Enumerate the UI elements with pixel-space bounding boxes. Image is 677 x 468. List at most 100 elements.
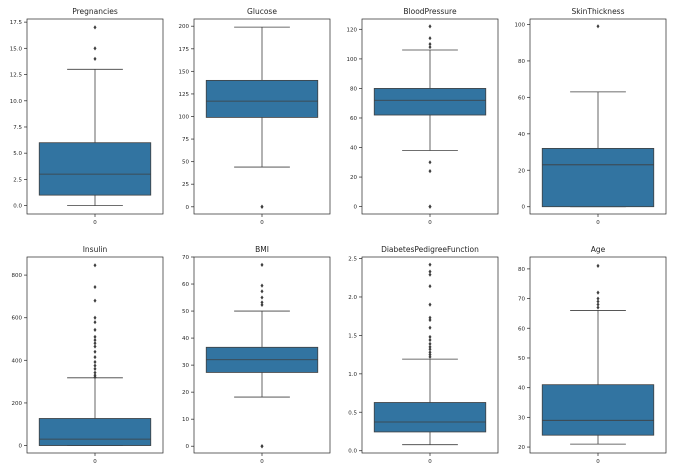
y-tick-label: 40 bbox=[518, 132, 525, 138]
subplot-title: Pregnancies bbox=[72, 7, 118, 16]
outlier-point bbox=[428, 341, 432, 346]
y-tick-label: 70 bbox=[182, 255, 189, 261]
y-tick-label: 60 bbox=[518, 95, 525, 101]
outlier-point bbox=[260, 283, 264, 288]
y-tick-label: 50 bbox=[182, 309, 189, 315]
y-tick-label: 40 bbox=[182, 336, 189, 342]
y-tick-label: 0 bbox=[186, 205, 190, 211]
x-tick-label: 0 bbox=[596, 220, 600, 226]
y-tick-label: 400 bbox=[12, 358, 23, 364]
iqr-box bbox=[541, 384, 655, 436]
y-tick-label: 20 bbox=[518, 445, 525, 451]
outlier-point bbox=[93, 320, 97, 325]
outlier-point bbox=[428, 344, 432, 350]
subplot-6: DiabetesPedigreeFunction 0.0 0.5 1.0 1.5 2.0 2… bbox=[348, 245, 499, 465]
y-tick-label: 100 bbox=[179, 115, 190, 121]
y-tick-label: 1.0 bbox=[348, 372, 357, 378]
y-tick-label: 800 bbox=[12, 273, 23, 279]
outlier-point bbox=[93, 298, 97, 303]
x-tick-label: 0 bbox=[93, 220, 97, 226]
x-tick-label: 0 bbox=[93, 459, 97, 465]
outlier-point bbox=[93, 349, 97, 354]
x-tick-label: 0 bbox=[260, 459, 264, 465]
outlier-point bbox=[596, 290, 600, 295]
outlier-point bbox=[93, 25, 97, 30]
y-tick-label: 75 bbox=[182, 137, 189, 143]
outlier-point bbox=[260, 295, 264, 300]
axes-frame bbox=[193, 18, 331, 215]
y-tick-label: 30 bbox=[518, 415, 525, 421]
subplot-7: Age 20 30 40 50 60 70 80 0 bbox=[518, 245, 667, 465]
outlier-point bbox=[93, 337, 97, 343]
y-tick-label: 80 bbox=[350, 86, 357, 92]
subplot-4: Insulin 0 200 400 600 800 0 bbox=[12, 245, 164, 465]
axes-frame bbox=[193, 256, 331, 454]
subplot-2: BloodPressure 0 20 40 60 80 100 120 0 bbox=[347, 7, 499, 226]
y-tick-label: 50 bbox=[518, 356, 525, 362]
outlier-point bbox=[428, 269, 432, 274]
outlier-point bbox=[428, 272, 432, 277]
y-tick-label: 0.0 bbox=[348, 449, 357, 455]
outlier-point bbox=[596, 299, 600, 304]
y-tick-label: 175 bbox=[179, 47, 190, 53]
outlier-point bbox=[260, 302, 264, 307]
y-tick-label: 125 bbox=[179, 92, 190, 98]
outlier-point bbox=[93, 315, 97, 320]
y-tick-label: 50 bbox=[182, 160, 189, 166]
x-tick-label: 0 bbox=[428, 220, 432, 226]
y-tick-label: 60 bbox=[350, 116, 357, 122]
y-tick-label: 20 bbox=[518, 168, 525, 174]
x-tick-label: 0 bbox=[260, 220, 264, 226]
outlier-point bbox=[596, 24, 600, 29]
outlier-point bbox=[428, 160, 432, 165]
outlier-point bbox=[260, 204, 264, 209]
outlier-point bbox=[428, 302, 432, 307]
outlier-point bbox=[93, 355, 97, 360]
y-tick-label: 60 bbox=[518, 326, 525, 332]
outlier-point bbox=[260, 289, 264, 294]
y-tick-label: 100 bbox=[347, 57, 358, 63]
y-tick-label: 150 bbox=[179, 69, 190, 75]
outlier-point bbox=[596, 296, 600, 301]
outlier-point bbox=[93, 341, 97, 346]
y-tick-label: 60 bbox=[182, 282, 189, 288]
outlier-point bbox=[93, 344, 97, 349]
axes-frame bbox=[361, 18, 499, 215]
y-tick-label: 0 bbox=[354, 205, 358, 211]
y-tick-label: 80 bbox=[518, 267, 525, 273]
outlier-point bbox=[596, 305, 600, 310]
outlier-point bbox=[93, 359, 97, 365]
x-tick-label: 0 bbox=[428, 459, 432, 465]
outlier-point bbox=[428, 169, 432, 174]
outlier-point bbox=[428, 325, 432, 330]
y-tick-label: 2.5 bbox=[13, 177, 22, 183]
y-tick-label: 0.5 bbox=[348, 410, 357, 416]
outlier-point bbox=[428, 352, 432, 357]
y-tick-label: 12.5 bbox=[10, 73, 23, 79]
y-tick-label: 20 bbox=[182, 390, 189, 396]
outlier-point bbox=[428, 315, 432, 320]
axes-frame bbox=[361, 256, 499, 454]
outlier-point bbox=[428, 317, 432, 323]
y-tick-label: 0.0 bbox=[13, 204, 22, 210]
subplot-title: DiabetesPedigreeFunction bbox=[381, 245, 479, 254]
axes-frame bbox=[26, 256, 164, 454]
subplot-title: Insulin bbox=[83, 245, 108, 254]
outlier-point bbox=[93, 56, 97, 61]
y-tick-label: 2.0 bbox=[348, 295, 357, 301]
y-tick-label: 17.5 bbox=[10, 20, 23, 26]
y-tick-label: 25 bbox=[182, 182, 189, 188]
outlier-point bbox=[93, 284, 97, 290]
y-tick-label: 30 bbox=[182, 363, 189, 369]
y-tick-label: 20 bbox=[350, 175, 357, 181]
subplot-1: Glucose 0 25 50 75 100 125 150 175 200 0 bbox=[179, 7, 331, 226]
subplot-title: BloodPressure bbox=[403, 7, 457, 16]
iqr-box bbox=[541, 147, 655, 208]
subplot-5: BMI 0 10 20 30 40 50 60 70 0 bbox=[182, 245, 331, 465]
subplot-0: Pregnancies 0.0 2.5 5.0 7.5 10.0 12.5 15.0 17.5 0 bbox=[10, 7, 164, 226]
y-tick-label: 40 bbox=[350, 146, 357, 152]
outlier-point bbox=[260, 444, 264, 449]
outlier-point bbox=[428, 262, 432, 267]
y-tick-label: 15.0 bbox=[10, 46, 23, 52]
